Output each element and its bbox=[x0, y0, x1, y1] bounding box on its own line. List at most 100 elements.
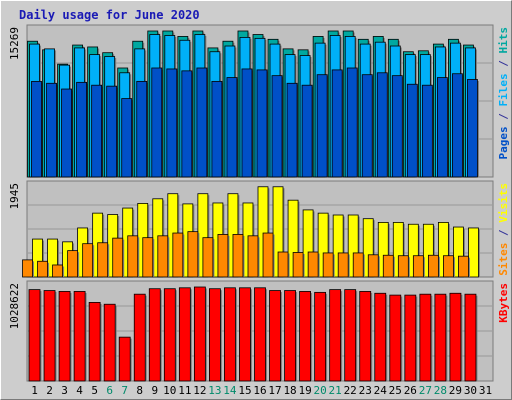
x-tick-label-8: 8 bbox=[136, 384, 143, 397]
bar-kbytes-day-5 bbox=[88, 302, 101, 382]
x-tick-label-7: 7 bbox=[121, 384, 128, 397]
bar-kbytes-day-24 bbox=[374, 292, 387, 382]
bar-visits-day-30 bbox=[468, 227, 479, 278]
x-tick-label-29: 29 bbox=[449, 384, 462, 397]
bar-pages-day-9 bbox=[151, 67, 163, 178]
bar-pages-day-12 bbox=[196, 67, 208, 178]
bar-kbytes-day-10 bbox=[163, 288, 176, 382]
x-tick-label-17: 17 bbox=[268, 384, 281, 397]
x-tick-label-5: 5 bbox=[91, 384, 98, 397]
bar-sites-day-13 bbox=[202, 237, 214, 278]
bar-sites-day-8 bbox=[127, 235, 139, 278]
legend-separator: / bbox=[497, 223, 510, 243]
legend-separator: / bbox=[497, 107, 510, 127]
x-tick-label-11: 11 bbox=[178, 384, 191, 397]
x-tick-label-23: 23 bbox=[359, 384, 372, 397]
bar-pages-day-17 bbox=[271, 75, 283, 178]
bar-sites-day-23 bbox=[352, 252, 364, 278]
bar-pages-day-4 bbox=[76, 81, 88, 178]
bar-sites-day-24 bbox=[367, 254, 379, 278]
bar-kbytes-day-27 bbox=[419, 293, 432, 382]
bar-pages-day-13 bbox=[211, 80, 223, 178]
bar-sites-day-5 bbox=[82, 243, 94, 278]
bar-sites-day-28 bbox=[427, 254, 439, 278]
bar-pages-day-21 bbox=[331, 69, 343, 178]
bar-pages-day-24 bbox=[376, 72, 388, 178]
bar-kbytes-day-9 bbox=[148, 288, 161, 382]
x-tick-label-20: 20 bbox=[314, 384, 327, 397]
x-tick-label-24: 24 bbox=[374, 384, 388, 397]
bar-kbytes-day-6 bbox=[103, 303, 116, 382]
axis-max-label: 1028622 bbox=[8, 283, 21, 329]
bar-sites-day-9 bbox=[142, 237, 154, 278]
x-tick-label-21: 21 bbox=[329, 384, 342, 397]
bar-kbytes-day-1 bbox=[28, 289, 41, 382]
legend: Pages / Files / Hits bbox=[497, 27, 510, 160]
legend-item-sites: Sites bbox=[497, 243, 510, 276]
bar-pages-day-3 bbox=[61, 88, 72, 178]
x-tick-label-16: 16 bbox=[253, 384, 266, 397]
bar-sites-day-25 bbox=[382, 254, 394, 278]
bar-kbytes-day-4 bbox=[73, 291, 86, 382]
bar-kbytes-day-12 bbox=[193, 286, 206, 382]
bar-sites-day-16 bbox=[247, 235, 259, 278]
bar-kbytes-day-17 bbox=[269, 290, 281, 382]
legend-item-pages: Pages bbox=[497, 126, 510, 159]
bar-sites-day-30 bbox=[458, 255, 469, 278]
legend: KBytes bbox=[497, 283, 510, 323]
bar-pages-day-18 bbox=[286, 82, 298, 178]
bar-kbytes-day-18 bbox=[284, 290, 296, 382]
bar-pages-day-29 bbox=[452, 73, 463, 178]
bar-kbytes-day-11 bbox=[178, 287, 191, 382]
bar-pages-day-10 bbox=[166, 68, 178, 178]
x-tick-label-6: 6 bbox=[106, 384, 113, 397]
bar-kbytes-day-8 bbox=[133, 293, 146, 382]
bar-pages-day-2 bbox=[46, 82, 57, 178]
x-tick-label-26: 26 bbox=[404, 384, 417, 397]
bar-pages-day-28 bbox=[436, 77, 448, 178]
x-tick-label-31: 31 bbox=[479, 384, 492, 397]
bar-sites-day-20 bbox=[307, 251, 319, 278]
x-tick-label-10: 10 bbox=[163, 384, 176, 397]
bar-sites-day-21 bbox=[322, 252, 334, 278]
bar-sites-day-26 bbox=[397, 255, 409, 278]
bar-pages-day-26 bbox=[406, 83, 418, 178]
x-tick-label-25: 25 bbox=[389, 384, 402, 397]
bar-sites-day-27 bbox=[412, 255, 424, 278]
x-tick-label-1: 1 bbox=[31, 384, 38, 397]
chart-title: Daily usage for June 2020 bbox=[19, 8, 200, 22]
bar-kbytes-day-3 bbox=[58, 291, 71, 382]
bar-pages-day-11 bbox=[181, 70, 193, 178]
bar-pages-day-15 bbox=[241, 68, 253, 178]
bar-sites-day-10 bbox=[157, 235, 169, 278]
bar-sites-day-14 bbox=[217, 234, 229, 278]
bar-sites-day-29 bbox=[443, 255, 454, 278]
axis-max-label: 1945 bbox=[8, 183, 21, 210]
bar-pages-day-5 bbox=[91, 84, 103, 178]
bar-sites-day-1 bbox=[22, 259, 33, 278]
x-tick-label-13: 13 bbox=[208, 384, 221, 397]
bar-kbytes-day-14 bbox=[224, 287, 236, 382]
x-tick-label-15: 15 bbox=[238, 384, 251, 397]
bar-pages-day-25 bbox=[391, 75, 403, 178]
bar-kbytes-day-16 bbox=[254, 287, 266, 382]
bar-kbytes-day-21 bbox=[329, 289, 342, 382]
x-tick-label-27: 27 bbox=[419, 384, 432, 397]
bar-kbytes-day-13 bbox=[209, 288, 221, 382]
bar-pages-day-8 bbox=[136, 80, 148, 178]
bar-kbytes-day-25 bbox=[389, 294, 402, 382]
legend: Sites / Visits bbox=[497, 183, 510, 276]
bar-pages-day-1 bbox=[31, 80, 42, 178]
x-tick-label-14: 14 bbox=[223, 384, 237, 397]
bar-pages-day-20 bbox=[316, 74, 328, 178]
bar-pages-day-6 bbox=[106, 85, 118, 178]
bar-kbytes-day-19 bbox=[299, 291, 311, 382]
bar-pages-day-7 bbox=[121, 98, 133, 178]
bar-kbytes-day-28 bbox=[434, 293, 447, 382]
bar-sites-day-19 bbox=[292, 252, 304, 278]
bar-sites-day-4 bbox=[67, 250, 79, 278]
bar-kbytes-day-26 bbox=[404, 294, 417, 382]
bar-kbytes-day-2 bbox=[43, 290, 56, 382]
x-tick-label-28: 28 bbox=[434, 384, 447, 397]
bar-kbytes-day-29 bbox=[449, 292, 462, 382]
